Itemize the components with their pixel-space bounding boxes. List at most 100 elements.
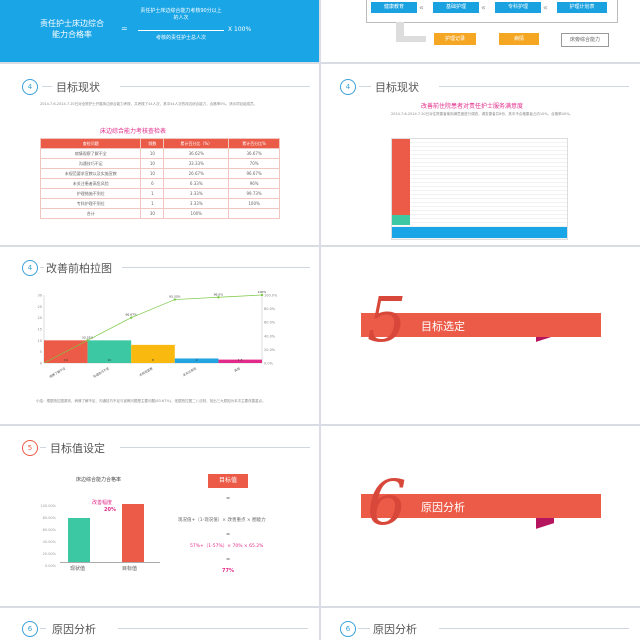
table-cell: 未规范要求宣教以及实施宣教 [39,168,142,179]
cumulative-point [173,298,176,301]
cumulative-label: 93.33% [169,295,181,299]
y-tick-label: 25 [38,305,42,309]
table-cell: 3.33% [163,188,230,199]
slide-target-setting: 5 目标值设定 床边综合能力合格率 改善幅度 20% 100.00% 80.00… [0,426,319,606]
slide-flow: 健康教育 基础护理 专科护理 护理计划表 « « « 护理记录 病情 床旁综合能… [321,0,640,62]
y-tick: 60.00% [42,528,56,532]
formula-line: = [226,557,231,563]
y-tick-label: 20 [38,316,42,320]
slide-target-status-survey: 4 目标现状 改善前住院患者对责任护士服务满意度 2014.7.6-2014.7… [321,64,640,245]
table-cell: 未关注患者高危风险 [39,178,142,189]
table-row: 护理措施不到位 1 3.33% 99.73% [39,188,280,199]
table-row: 未规范要求宣教以及实施宣教 10 26.67% 96.67% [39,168,280,179]
flow-box-care-plan: 护理计划表 [557,2,607,13]
table-cell: 6 [140,178,165,189]
table-cell: 沟通技巧不足 [39,158,142,169]
table-row: 合计 30 100% [39,208,280,219]
flow-box-bedside: 床旁综合能力 [561,33,609,47]
section-big-number: 6 [367,466,407,539]
formula-line: 57%+（1-57%）× 70% × 65.2% [190,544,264,549]
slide-title: 改善前柏拉图 [46,262,112,275]
bar-target [122,504,144,562]
cumulative-label: 66.67% [125,313,137,317]
y-tick: 80.00% [42,516,56,520]
pareto-bar [87,340,132,363]
y-tick-label: 10 [38,339,42,343]
axis-line [60,562,160,563]
section-ribbon [361,494,601,518]
header-line [439,86,629,87]
y2-tick-label: 100.0% [264,294,278,298]
formula-denominator: 考核的责任护士总人次 [155,35,206,41]
bar-current [68,518,90,562]
flow-box-basic-care: 基础护理 [433,2,479,13]
header-line [359,86,371,87]
header-line [118,628,308,629]
category-label: 未关注高危 [182,366,198,378]
slide-title: 原因分析 [52,623,96,636]
formula-line: = [226,532,231,538]
table-cell: 100% [163,208,230,219]
table-header-row: 查检问题 频数 累计百分比（%） 累计百分比% [39,138,280,149]
table-cell: 100% [228,198,280,209]
survey-title: 改善前住院患者对责任护士服务满意度 [421,103,524,110]
table-row: 专科护理不到位 1 3.33% 100% [39,198,280,209]
table-cell: 1 [140,198,165,209]
table-cell: 70% [228,158,280,169]
bar-value-label: 8 [152,358,154,362]
survey-image [391,138,568,240]
flow-connector [396,22,404,40]
table-cell: 36.62% [163,148,230,159]
intro-text: 2014.7.6-2014.7.20日对住院患者使用满意度进行调查，调查患者共8… [391,112,573,116]
slide-title: 目标现状 [375,81,419,94]
section-number-badge: 4 [340,79,356,95]
header-line [122,267,310,268]
table-cell: 专科护理不到位 [39,198,142,209]
cumulative-label: 33.33% [82,335,94,339]
header-line [439,628,629,629]
flow-box-condition: 病情 [499,33,539,45]
bar-label: 现状值 [70,566,86,572]
formula-line: 现况值+（1-现况值）× 改善重点 × 圈能力 [178,518,266,523]
formula-equals: = [121,24,128,33]
cumulative-label: 100% [258,290,267,294]
table-row: 未关注患者高危风险 6 6.33% 96% [39,178,280,189]
y2-tick-label: 60.0% [264,321,276,325]
formula-line: = [226,496,231,502]
y-tick-label: 5 [40,350,42,354]
table-cell: 96.67% [228,168,280,179]
pareto-bar [174,358,219,363]
flow-box-special-care: 专科护理 [495,2,541,13]
section-label: 目标选定 [421,320,465,333]
y-tick-label: 15 [38,328,42,332]
cumulative-point [86,339,89,342]
slide-target-status-table: 4 目标现状 2014.7.6-2014.7.20日对全院护士开展床边综合能力考… [0,64,319,245]
bar-value-label: 10 [64,358,68,362]
cumulative-point [217,296,220,299]
formula-times: X 100% [228,26,252,33]
header-line [120,447,310,448]
survey-green-column [392,215,410,225]
pareto-chart: 30 25 20 15 10 5 0 100.0% 80.0% 60.0% 40.0% 20.0% 0.… [38,290,278,379]
header-line [40,628,46,629]
y-tick: 0.00% [44,564,56,568]
flow-arrow-icon: « [543,3,548,12]
table-cell: 26.67% [163,168,230,179]
slide-formula: 责任护士床边综合 能力合格率 = 责任护士床边综合能力考核90分以上的人次 考核… [0,0,319,62]
bar-label: 目标值 [122,566,138,572]
checklist-table: 查检问题 频数 累计百分比（%） 累计百分比% 病情观察了解不全 10 36.62%… [39,138,280,219]
y2-tick-label: 20.0% [264,348,276,352]
chart-title: 床边综合能力合格率 [76,477,122,483]
header-line [42,86,52,87]
formula-numerator: 责任护士床边综合能力考核90分以上的人次 [140,8,222,21]
table-cell: 护理措施不到位 [39,188,142,199]
pareto-bar [218,359,262,363]
table-cell: 30 [140,208,165,219]
table-cell: 1 [140,188,165,199]
table-cell: 10 [140,168,165,179]
table-cell: 3.33% [163,198,230,209]
flow-arrow-icon: « [419,3,424,12]
flow-frame [366,0,618,23]
section-big-number: 5 [367,283,407,356]
section-ribbon [361,313,601,337]
